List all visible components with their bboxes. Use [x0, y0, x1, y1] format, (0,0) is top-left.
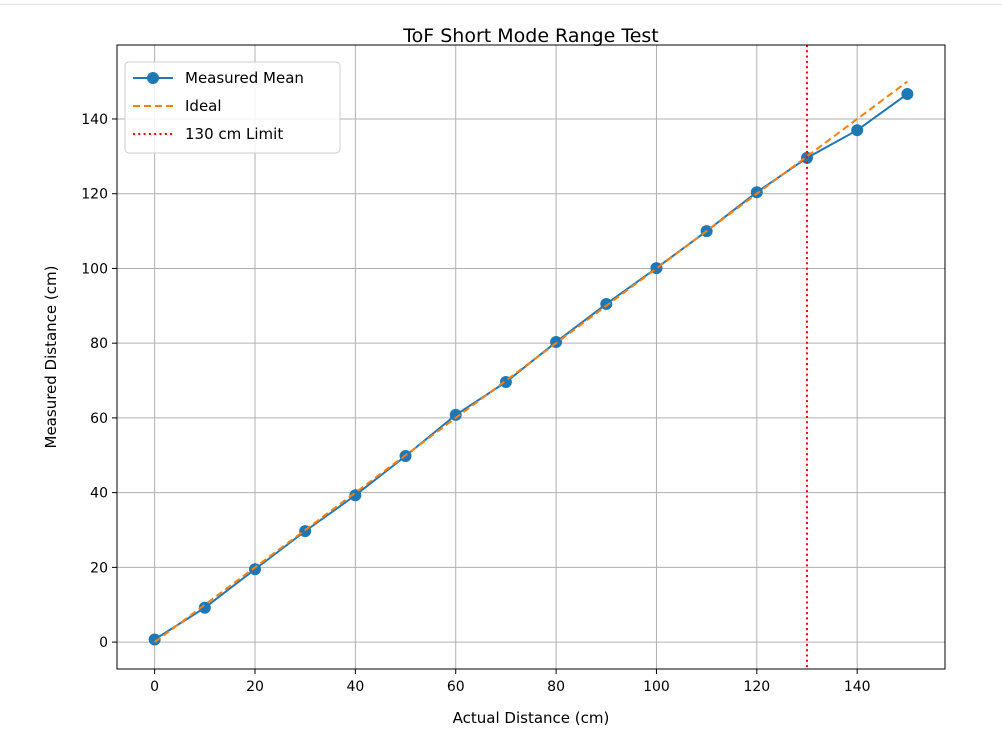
ticks: 0 20 40 60 80 100 120 140 0 20 40 60 80 100 120 140	[81, 112, 870, 695]
y-tick-label: 0	[99, 635, 108, 651]
data-point-measured-mean	[349, 489, 362, 502]
x-tick-label: 140	[844, 679, 871, 695]
legend-label: Measured Mean	[185, 69, 304, 87]
y-tick-label: 80	[90, 336, 108, 352]
legend-label: 130 cm Limit	[185, 125, 283, 143]
data-point-measured-mean	[148, 633, 161, 646]
x-tick-label: 20	[246, 679, 264, 695]
plot-area	[148, 45, 914, 669]
y-axis-label: Measured Distance (cm)	[42, 266, 60, 449]
y-tick-label: 120	[81, 187, 108, 203]
chart-title: ToF Short Mode Range Test	[402, 25, 658, 47]
series-line-measured-mean	[154, 93, 908, 641]
y-tick-label: 20	[90, 560, 108, 576]
legend-marker	[147, 72, 159, 84]
data-point-measured-mean	[600, 297, 613, 310]
y-tick-label: 100	[81, 261, 108, 277]
y-tick-label: 60	[90, 411, 108, 427]
x-axis-label: Actual Distance (cm)	[453, 709, 610, 727]
x-tick-label: 40	[346, 679, 364, 695]
x-tick-label: 0	[150, 679, 159, 695]
data-point-measured-mean	[901, 87, 914, 100]
legend-box	[124, 61, 341, 154]
notebook-cell-border	[0, 0, 1002, 5]
x-tick-label: 80	[547, 679, 565, 695]
legend: Measured Mean Ideal 130 cm Limit	[124, 61, 341, 154]
x-tick-label: 120	[743, 679, 770, 695]
data-point-measured-mean	[851, 124, 864, 137]
axes-frame	[116, 44, 946, 670]
data-point-measured-mean	[750, 186, 763, 199]
x-tick-label: 60	[447, 679, 465, 695]
y-tick-label: 140	[81, 112, 108, 128]
grid	[117, 45, 945, 669]
data-point-measured-mean	[198, 601, 211, 614]
x-tick-label: 100	[643, 679, 670, 695]
series-line-ideal	[154, 80, 908, 643]
data-point-measured-mean	[449, 408, 462, 421]
y-tick-label: 40	[90, 486, 108, 502]
legend-label: Ideal	[185, 97, 222, 115]
data-point-measured-mean	[249, 563, 261, 576]
